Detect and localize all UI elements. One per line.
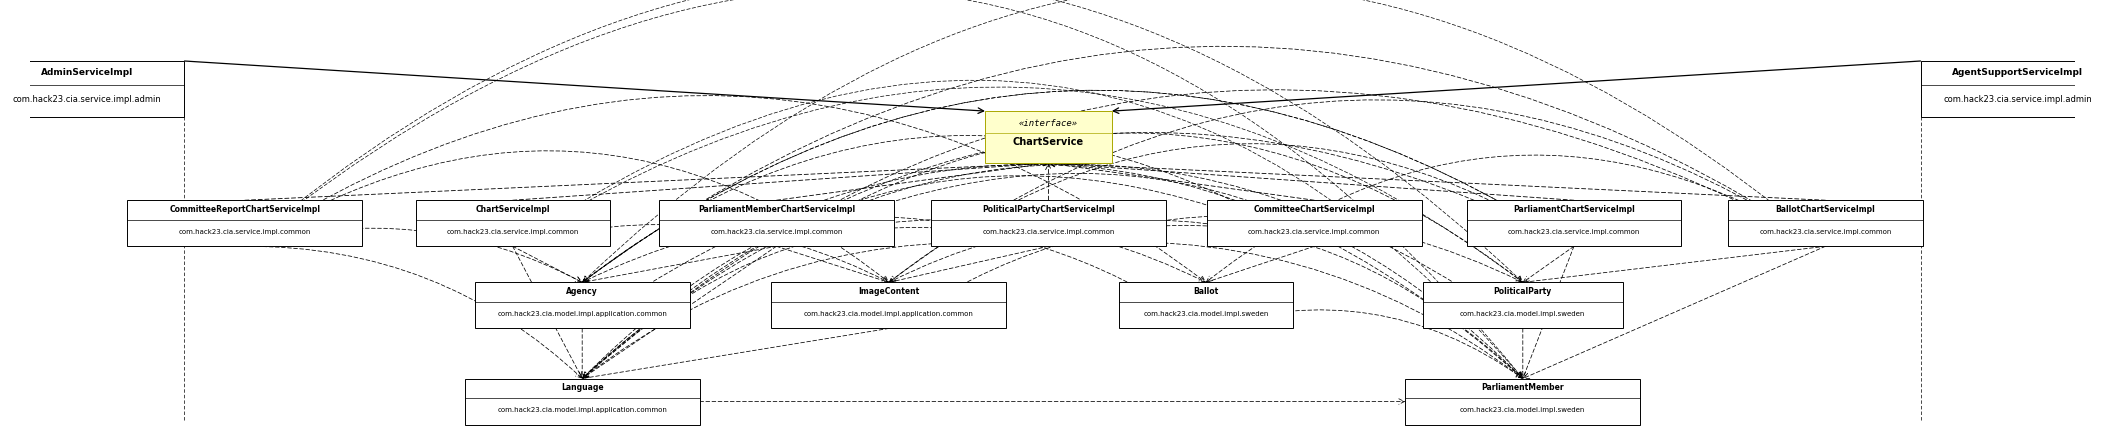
Text: ParliamentMember: ParliamentMember xyxy=(1482,383,1564,392)
Text: ParliamentMemberChartServiceImpl: ParliamentMemberChartServiceImpl xyxy=(699,205,855,214)
Text: com.hack23.cia.service.impl.common: com.hack23.cia.service.impl.common xyxy=(1760,229,1892,234)
Text: PoliticalPartyChartServiceImpl: PoliticalPartyChartServiceImpl xyxy=(983,205,1116,214)
FancyBboxPatch shape xyxy=(126,200,362,246)
Text: com.hack23.cia.service.impl.admin: com.hack23.cia.service.impl.admin xyxy=(1943,95,2092,104)
Text: com.hack23.cia.model.impl.sweden: com.hack23.cia.model.impl.sweden xyxy=(1461,407,1585,413)
Text: ChartServiceImpl: ChartServiceImpl xyxy=(476,205,549,214)
FancyBboxPatch shape xyxy=(1120,282,1292,328)
FancyBboxPatch shape xyxy=(1206,200,1421,246)
Text: ParliamentChartServiceImpl: ParliamentChartServiceImpl xyxy=(1513,205,1636,214)
FancyBboxPatch shape xyxy=(415,200,610,246)
Text: Agency: Agency xyxy=(566,287,598,296)
Text: com.hack23.cia.model.impl.application.common: com.hack23.cia.model.impl.application.co… xyxy=(497,311,667,317)
FancyBboxPatch shape xyxy=(476,282,690,328)
FancyBboxPatch shape xyxy=(0,61,185,117)
Text: AdminServiceImpl: AdminServiceImpl xyxy=(42,68,133,77)
FancyBboxPatch shape xyxy=(1728,200,1922,246)
FancyBboxPatch shape xyxy=(1406,378,1640,424)
FancyBboxPatch shape xyxy=(465,378,699,424)
Text: com.hack23.cia.model.impl.sweden: com.hack23.cia.model.impl.sweden xyxy=(1461,311,1585,317)
FancyBboxPatch shape xyxy=(930,200,1166,246)
FancyBboxPatch shape xyxy=(770,282,1006,328)
FancyBboxPatch shape xyxy=(659,200,895,246)
Text: com.hack23.cia.model.impl.application.common: com.hack23.cia.model.impl.application.co… xyxy=(804,311,975,317)
Text: com.hack23.cia.service.impl.common: com.hack23.cia.service.impl.common xyxy=(983,229,1116,234)
Text: Language: Language xyxy=(560,383,604,392)
FancyBboxPatch shape xyxy=(1920,61,2105,117)
Text: PoliticalParty: PoliticalParty xyxy=(1495,287,1551,296)
Text: AgentSupportServiceImpl: AgentSupportServiceImpl xyxy=(1951,68,2084,77)
Text: com.hack23.cia.service.impl.common: com.hack23.cia.service.impl.common xyxy=(1507,229,1640,234)
Text: CommitteeChartServiceImpl: CommitteeChartServiceImpl xyxy=(1252,205,1375,214)
Text: CommitteeReportChartServiceImpl: CommitteeReportChartServiceImpl xyxy=(168,205,320,214)
FancyBboxPatch shape xyxy=(1423,282,1623,328)
FancyBboxPatch shape xyxy=(985,111,1111,163)
Text: com.hack23.cia.model.impl.sweden: com.hack23.cia.model.impl.sweden xyxy=(1143,311,1269,317)
Text: com.hack23.cia.service.impl.common: com.hack23.cia.service.impl.common xyxy=(446,229,579,234)
Text: Ballot: Ballot xyxy=(1194,287,1219,296)
Text: com.hack23.cia.service.impl.common: com.hack23.cia.service.impl.common xyxy=(179,229,312,234)
Text: com.hack23.cia.model.impl.application.common: com.hack23.cia.model.impl.application.co… xyxy=(497,407,667,413)
Text: ChartService: ChartService xyxy=(1013,137,1084,148)
FancyBboxPatch shape xyxy=(1467,200,1682,246)
Text: com.hack23.cia.service.impl.common: com.hack23.cia.service.impl.common xyxy=(1248,229,1381,234)
Text: «interface»: «interface» xyxy=(1019,119,1078,128)
Text: ImageContent: ImageContent xyxy=(859,287,920,296)
Text: BallotChartServiceImpl: BallotChartServiceImpl xyxy=(1777,205,1876,214)
Text: com.hack23.cia.service.impl.admin: com.hack23.cia.service.impl.admin xyxy=(13,95,162,104)
Text: com.hack23.cia.service.impl.common: com.hack23.cia.service.impl.common xyxy=(709,229,842,234)
